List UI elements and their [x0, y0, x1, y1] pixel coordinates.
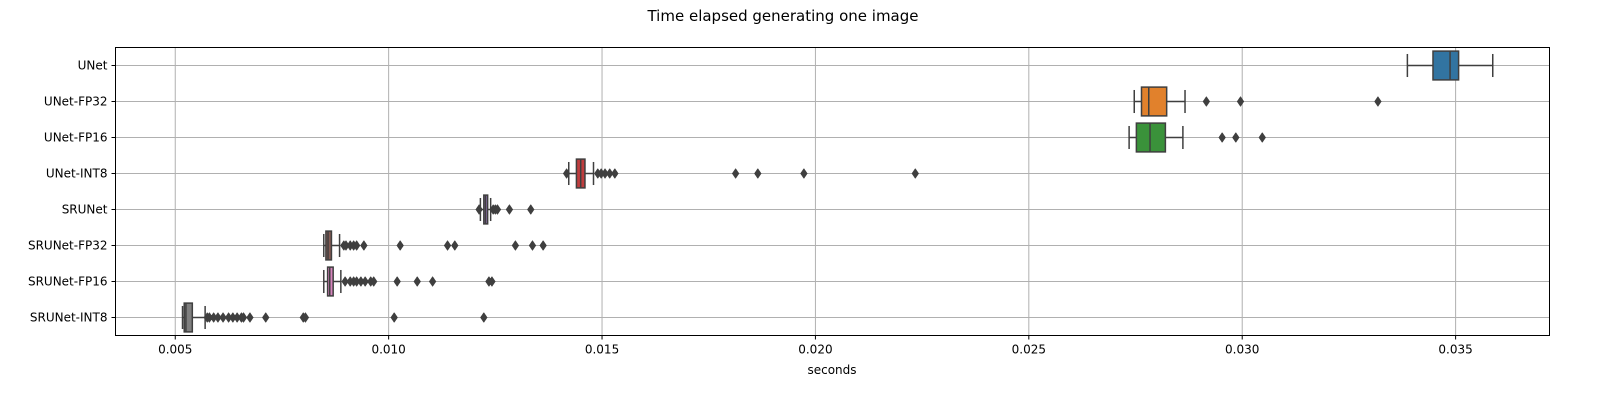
x-tick-label: 0.005 [158, 343, 192, 357]
y-axis: UNet UNet-FP32 UNet-FP16 UNet-INT8 SRUNet SRU… [28, 59, 116, 325]
outlier-point [246, 312, 254, 323]
y-tick-label: UNet [78, 59, 108, 73]
outlier-point [1218, 132, 1226, 143]
y-tick-label: SRUNet-FP32 [28, 239, 108, 253]
outlier-point [396, 240, 404, 251]
x-tick-label: 0.020 [798, 343, 832, 357]
outlier-point [341, 276, 349, 287]
outlier-point [488, 276, 496, 287]
y-tick-label: UNet-FP16 [44, 131, 108, 145]
outlier-point [1374, 96, 1382, 107]
outlier-point [262, 312, 270, 323]
outlier-point [451, 240, 459, 251]
iqr-box [1140, 86, 1168, 117]
x-tick-label: 0.035 [1438, 343, 1472, 357]
outlier-point [443, 240, 452, 251]
box-unet-fp32 [1133, 86, 1382, 117]
outlier-point [606, 168, 614, 179]
outlier-point [1232, 132, 1240, 143]
y-tick-label: SRUNet-INT8 [30, 311, 108, 325]
outlier-point [361, 276, 369, 287]
x-tick-label: 0.030 [1225, 343, 1259, 357]
outlier-point [301, 312, 310, 323]
y-tick-label: SRUNet-FP16 [28, 275, 108, 289]
outlier-point [239, 312, 248, 323]
outlier-point [493, 204, 502, 215]
box-layer [181, 50, 1494, 333]
box-srunet-fp32 [323, 230, 547, 261]
outlier-point [219, 312, 227, 323]
y-tick-label: UNet-INT8 [46, 167, 108, 181]
outlier-point [370, 276, 378, 287]
plot-frame [115, 47, 1550, 336]
iqr-box [183, 302, 194, 333]
outlier-point [1236, 96, 1245, 107]
outlier-point [527, 204, 535, 215]
box-srunet [475, 194, 535, 225]
x-axis-label: seconds [807, 363, 856, 377]
x-tick-label: 0.025 [1012, 343, 1046, 357]
outlier-point [800, 168, 808, 179]
outlier-point [539, 240, 547, 251]
outlier-point [505, 204, 514, 215]
outlier-point [911, 168, 919, 179]
chart-title: Time elapsed generating one image [646, 7, 918, 25]
y-tick-label: UNet-FP32 [44, 95, 108, 109]
outlier-point [475, 204, 483, 215]
outlier-point [562, 168, 571, 179]
outlier-point [390, 312, 398, 323]
box-unet [1406, 50, 1494, 81]
outlier-point [1202, 96, 1211, 107]
y-tick-label: SRUNet [62, 203, 108, 217]
outlier-point [731, 168, 740, 179]
box-srunet-fp16 [323, 266, 496, 297]
outlier-point [528, 240, 537, 251]
outlier-point [1258, 132, 1266, 143]
outlier-point [413, 276, 421, 287]
x-axis: 0.005 0.010 0.015 0.020 0.025 0.030 0.035 [158, 335, 1473, 357]
outlier-point [511, 240, 520, 251]
box-srunet-int8 [181, 302, 488, 333]
iqr-box [1432, 50, 1460, 81]
outlier-point [352, 240, 361, 251]
outlier-point [428, 276, 437, 287]
box-unet-int8 [562, 158, 919, 189]
outlier-point [360, 240, 368, 251]
x-tick-label: 0.015 [585, 343, 619, 357]
outlier-point [393, 276, 401, 287]
box-unet-fp16 [1128, 122, 1266, 153]
outlier-point [611, 168, 619, 179]
outlier-point [480, 312, 488, 323]
x-tick-label: 0.010 [371, 343, 405, 357]
outlier-point [214, 312, 222, 323]
iqr-box [1135, 122, 1167, 153]
outlier-point [754, 168, 762, 179]
